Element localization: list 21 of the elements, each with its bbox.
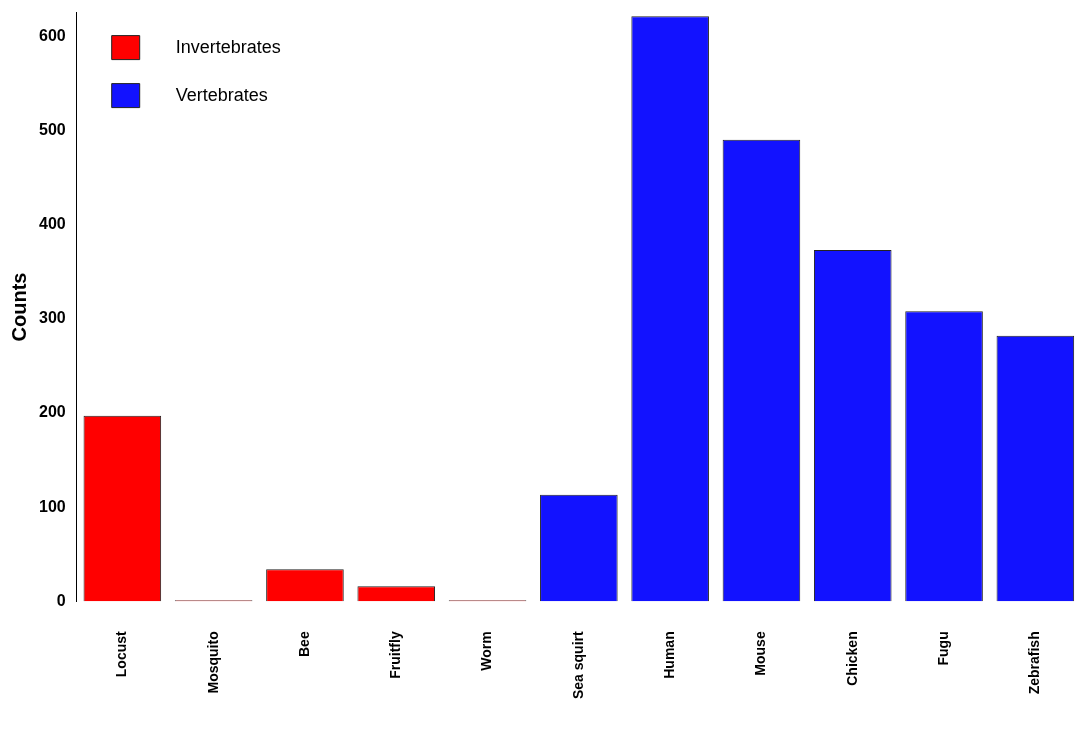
x-tick-label: Worm (478, 631, 495, 671)
x-tick-label: Chicken (843, 631, 860, 686)
x-tick-label: Fugu (934, 631, 951, 666)
legend-label: Vertebrates (175, 84, 268, 105)
y-tick-label: 100 (38, 497, 66, 515)
x-tick-label: Mouse (752, 631, 769, 676)
y-tick-label: 300 (38, 309, 66, 327)
y-axis-title: Counts (7, 272, 30, 342)
y-tick-label: 200 (38, 403, 66, 421)
x-tick-label: Locust (113, 630, 130, 678)
y-tick-label: 0 (56, 591, 66, 609)
y-tick-label: 500 (38, 120, 66, 138)
x-tick-label: Bee (295, 631, 312, 657)
x-tick-label: Human (661, 631, 678, 679)
x-tick-label: Zebrafish (1026, 631, 1043, 695)
x-tick-label: Sea squirt (569, 630, 586, 700)
legend-label: Invertebrates (175, 36, 281, 57)
y-tick-label: 600 (38, 26, 66, 44)
y-tick-label: 400 (38, 214, 66, 232)
x-tick-label: Fruitfly (387, 631, 404, 679)
x-tick-label: Mosquito (204, 631, 221, 694)
